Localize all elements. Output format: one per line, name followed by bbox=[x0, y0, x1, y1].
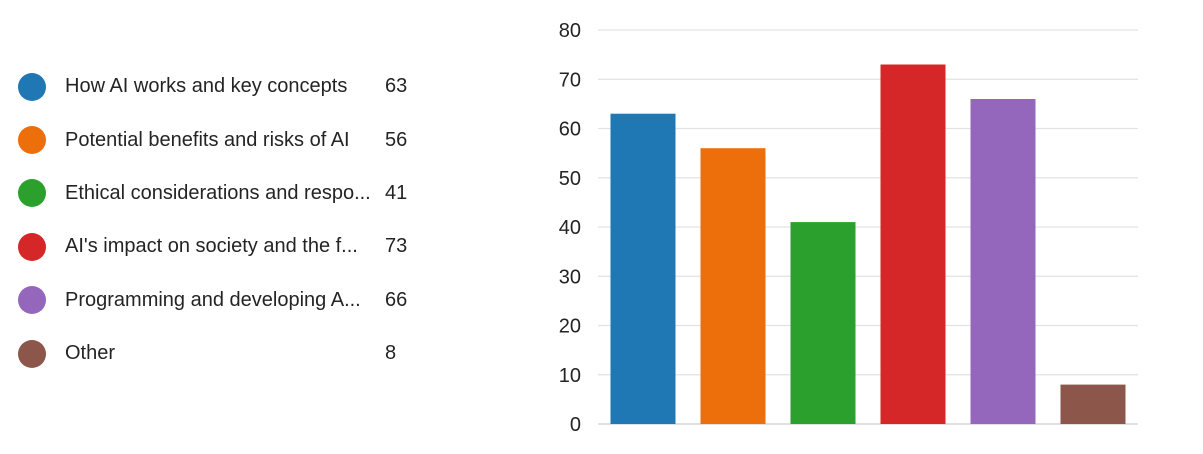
legend-item-label: Other bbox=[65, 342, 116, 365]
legend-item-label: Ethical considerations and respo... bbox=[65, 181, 371, 204]
y-tick-label: 0 bbox=[570, 414, 581, 436]
legend-item-count: 73 bbox=[385, 235, 408, 258]
legend-color-dot bbox=[18, 126, 46, 155]
bars bbox=[610, 64, 1126, 425]
y-tick-label: 70 bbox=[559, 69, 581, 91]
legend-item-count: 8 bbox=[385, 342, 397, 365]
legend-color-dot bbox=[18, 179, 46, 208]
bar[interactable] bbox=[700, 148, 766, 424]
chart-legend: How AI works and key concepts 63 Potential… bbox=[18, 60, 418, 380]
y-tick-label: 30 bbox=[559, 266, 581, 288]
bar[interactable] bbox=[970, 99, 1036, 424]
legend-item[interactable]: How AI works and key concepts 63 bbox=[18, 60, 418, 113]
bar[interactable] bbox=[790, 222, 856, 424]
legend-item[interactable]: Programming and developing A... 66 bbox=[18, 274, 418, 327]
bar[interactable] bbox=[610, 113, 676, 424]
legend-color-dot bbox=[18, 286, 46, 315]
y-tick-label: 20 bbox=[559, 316, 581, 338]
legend-item-count: 66 bbox=[385, 288, 408, 311]
y-axis-labels: 0 10 20 30 40 50 60 70 80 bbox=[559, 20, 581, 436]
y-tick-label: 40 bbox=[559, 217, 581, 239]
legend-item-label: How AI works and key concepts bbox=[65, 75, 348, 98]
bar[interactable] bbox=[880, 64, 946, 425]
legend-item-count: 63 bbox=[385, 75, 408, 98]
legend-item[interactable]: Potential benefits and risks of AI 56 bbox=[18, 113, 418, 166]
legend-item-label: Potential benefits and risks of AI bbox=[65, 128, 350, 151]
legend-color-dot bbox=[18, 232, 46, 261]
y-tick-label: 50 bbox=[559, 168, 581, 190]
legend-item[interactable]: Ethical considerations and respo... 41 bbox=[18, 167, 418, 220]
legend-item-label: AI's impact on society and the f... bbox=[65, 235, 358, 258]
legend-color-dot bbox=[18, 339, 46, 368]
y-tick-label: 60 bbox=[559, 119, 581, 141]
bar[interactable] bbox=[1060, 384, 1126, 424]
legend-item-label: Programming and developing A... bbox=[65, 288, 361, 311]
y-tick-label: 10 bbox=[559, 365, 581, 387]
legend-item-count: 56 bbox=[385, 128, 408, 151]
gridlines bbox=[598, 29, 1138, 425]
legend-item-count: 41 bbox=[385, 181, 408, 204]
y-tick-label: 80 bbox=[559, 20, 581, 42]
legend-color-dot bbox=[18, 72, 46, 101]
legend-item[interactable]: AI's impact on society and the f... 73 bbox=[18, 220, 418, 273]
legend-item[interactable]: Other 8 bbox=[18, 327, 418, 380]
